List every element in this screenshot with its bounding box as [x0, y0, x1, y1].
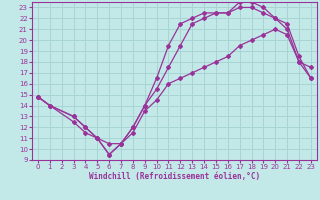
- X-axis label: Windchill (Refroidissement éolien,°C): Windchill (Refroidissement éolien,°C): [89, 172, 260, 181]
